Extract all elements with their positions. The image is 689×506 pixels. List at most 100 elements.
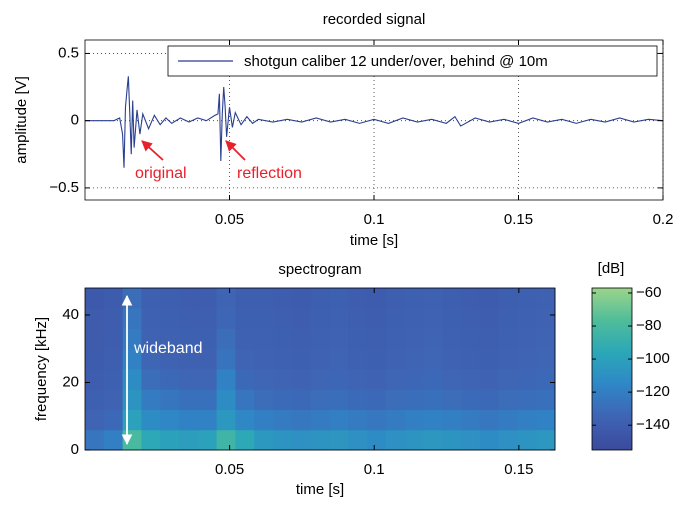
heatmap-cell: [404, 308, 424, 329]
heatmap-cell: [273, 328, 293, 350]
heatmap-cell: [536, 389, 556, 410]
heatmap-cell: [348, 409, 368, 431]
heatmap-cell: [254, 288, 274, 309]
heatmap-cell: [367, 409, 387, 431]
heatmap-cell: [179, 389, 199, 410]
chart-title: recorded signal: [323, 11, 426, 28]
heatmap-cell: [235, 429, 255, 451]
heatmap-cell: [536, 409, 556, 431]
heatmap-cell: [442, 409, 462, 431]
heatmap-cell: [216, 328, 236, 350]
heatmap-cell: [179, 429, 199, 451]
heatmap-cell: [216, 288, 236, 309]
heatmap-cell: [141, 328, 161, 350]
heatmap-cell: [122, 369, 142, 390]
heatmap-cell: [291, 369, 312, 390]
legend: shotgun caliber 12 under/over, behind @ …: [167, 45, 658, 77]
heatmap-cell: [291, 288, 312, 309]
heatmap-cell: [536, 308, 556, 329]
colorbar-tick-label: −80: [636, 317, 661, 334]
heatmap-cell: [329, 288, 349, 309]
heatmap-cell: [329, 429, 349, 451]
heatmap-cell: [404, 288, 424, 309]
heatmap-cell: [291, 328, 312, 350]
heatmap-cell: [122, 288, 142, 309]
heatmap-cell: [517, 328, 537, 350]
heatmap-cell: [479, 308, 500, 329]
y-tick-label: 20: [62, 373, 79, 390]
heatmap-cell: [367, 389, 387, 410]
heatmap-cell: [423, 369, 443, 390]
heatmap-cell: [235, 348, 255, 370]
heatmap-cell: [254, 308, 274, 329]
heatmap-cell: [254, 389, 274, 410]
y-tick-label: 0.5: [58, 44, 79, 61]
heatmap-cell: [141, 288, 161, 309]
heatmap-cell: [85, 348, 105, 370]
heatmap-cell: [291, 389, 312, 410]
heatmap-cell: [160, 429, 180, 451]
heatmap-cell: [329, 348, 349, 370]
y-tick-label: 0: [71, 441, 79, 458]
heatmap-cell: [423, 389, 443, 410]
heatmap-cell: [85, 288, 105, 309]
y-axis-label: frequency [kHz]: [33, 317, 50, 421]
annotation: original: [135, 165, 187, 182]
heatmap-cell: [536, 369, 556, 390]
heatmap-cell: [348, 369, 368, 390]
heatmap-cell: [479, 389, 500, 410]
annotation-arrow: [141, 140, 164, 161]
heatmap-cell: [423, 429, 443, 451]
x-tick-label: 0.15: [504, 211, 533, 228]
heatmap-cell: [122, 409, 142, 431]
heatmap-cell: [479, 288, 500, 309]
heatmap-cell: [310, 308, 330, 329]
heatmap-cell: [367, 348, 387, 370]
heatmap-cell: [329, 409, 349, 431]
heatmap-cell: [291, 409, 312, 431]
heatmap-cell: [329, 369, 349, 390]
colorbar-tick-label: −140: [636, 416, 670, 433]
heatmap-cell: [479, 369, 500, 390]
heatmap-cell: [197, 389, 218, 410]
heatmap-cell: [197, 328, 218, 350]
heatmap-cell: [423, 308, 443, 329]
heatmap-cell: [235, 369, 255, 390]
heatmap-cell: [179, 409, 199, 431]
heatmap-cell: [367, 429, 387, 451]
heatmap-cell: [310, 369, 330, 390]
heatmap-cell: [273, 308, 293, 329]
colorbar-tick-label: −100: [636, 350, 670, 367]
heatmap-cell: [479, 328, 500, 350]
heatmap-cell: [103, 288, 124, 309]
heatmap-cell: [179, 328, 199, 350]
heatmap-cell: [235, 409, 255, 431]
y-axis-label: amplitude [V]: [13, 76, 30, 164]
heatmap-cell: [479, 429, 500, 451]
heatmap-cell: [385, 389, 406, 410]
heatmap-cell: [216, 308, 236, 329]
heatmap-cell: [291, 429, 312, 451]
heatmap-cell: [517, 429, 537, 451]
heatmap-cell: [367, 369, 387, 390]
heatmap-cell: [197, 429, 218, 451]
x-axis-label: time [s]: [350, 232, 398, 249]
heatmap-cell: [348, 429, 368, 451]
heatmap-cell: [517, 369, 537, 390]
heatmap-cell: [517, 409, 537, 431]
heatmap-cell: [291, 308, 312, 329]
heatmap-cell: [103, 328, 124, 350]
heatmap-cell: [536, 288, 556, 309]
heatmap-cell: [122, 389, 142, 410]
signal-line: [85, 76, 663, 168]
heatmap-cell: [310, 288, 330, 309]
colorbar-tick-label: −120: [636, 383, 670, 400]
heatmap-cell: [160, 389, 180, 410]
heatmap-cell: [141, 429, 161, 451]
heatmap-cell: [442, 328, 462, 350]
heatmap-cell: [141, 369, 161, 390]
heatmap-cell: [385, 288, 406, 309]
heatmap-cell: [479, 409, 500, 431]
heatmap-cell: [536, 328, 556, 350]
